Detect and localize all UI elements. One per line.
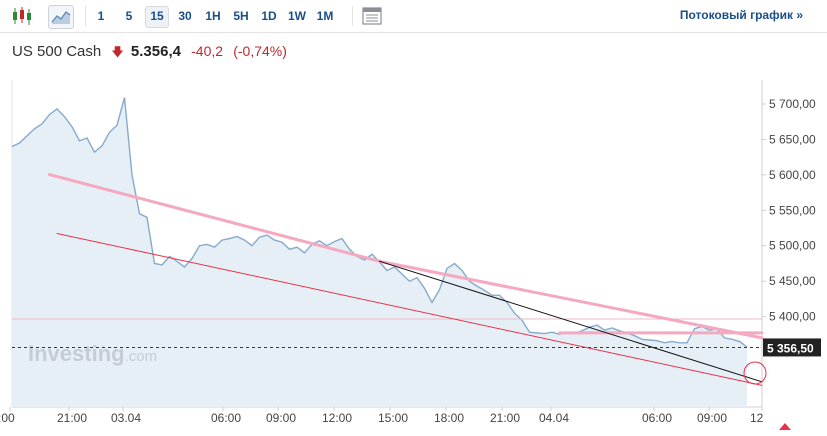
price-area-fill bbox=[12, 97, 747, 407]
x-tick-label: :00 bbox=[0, 411, 15, 425]
y-tick-label: 5 650,00 bbox=[769, 132, 816, 146]
x-tick-label: 18:00 bbox=[434, 411, 464, 425]
area-chart-icon[interactable] bbox=[48, 5, 74, 29]
y-tick-label: 5 600,00 bbox=[769, 168, 816, 182]
y-tick-label: 5 700,00 bbox=[769, 97, 816, 111]
x-tick-label: 12 bbox=[750, 411, 764, 425]
x-tick-label: 15:00 bbox=[378, 411, 408, 425]
candlestick-icon[interactable] bbox=[10, 5, 34, 27]
x-tick-label: 21:00 bbox=[57, 411, 87, 425]
price-change-percent: (-0,74%) bbox=[233, 43, 287, 59]
instrument-name: US 500 Cash bbox=[12, 43, 102, 60]
x-tick-label: 09:00 bbox=[266, 411, 296, 425]
last-price: 5.356,4 bbox=[130, 43, 181, 60]
x-tick-label: 09:00 bbox=[697, 411, 727, 425]
interval-30[interactable]: 30 bbox=[178, 9, 192, 23]
interval-1[interactable]: 1 bbox=[97, 9, 105, 23]
investing-watermark-suffix: .com bbox=[125, 348, 158, 365]
x-tick-label: 03.04 bbox=[111, 411, 141, 425]
trendline-pink-1[interactable] bbox=[378, 259, 764, 340]
y-tick-label: 5 500,00 bbox=[769, 239, 816, 253]
y-tick-label: 5 550,00 bbox=[769, 203, 816, 217]
table-icon[interactable] bbox=[360, 5, 384, 27]
x-tick-label: 06:00 bbox=[642, 411, 672, 425]
trendline-red-3[interactable] bbox=[56, 232, 763, 386]
x-tick-label: 06:00 bbox=[211, 411, 241, 425]
trendline-end-marker bbox=[779, 423, 791, 430]
price-change: -40,2 bbox=[191, 43, 224, 59]
interval-15[interactable]: 15 bbox=[145, 6, 169, 28]
x-tick-label: 12:00 bbox=[322, 411, 352, 425]
last-price-label-bg bbox=[763, 338, 821, 357]
interval-1h[interactable]: 1H bbox=[205, 9, 221, 23]
toolbar-separator bbox=[85, 6, 86, 26]
last-price-label: 5 356,50 bbox=[767, 341, 814, 355]
interval-1m[interactable]: 1M bbox=[316, 9, 334, 23]
toolbar-separator bbox=[352, 6, 353, 26]
interval-5[interactable]: 5 bbox=[125, 9, 133, 23]
y-tick-label: 5 450,00 bbox=[769, 274, 816, 288]
trendline-black-4[interactable] bbox=[379, 260, 763, 383]
price-chart[interactable]: Investing.com 5 700,00 5 650,00 5 600,00 5 … bbox=[0, 80, 827, 431]
interval-1w[interactable]: 1W bbox=[288, 9, 306, 23]
streaming-chart-link[interactable]: Потоковый график » bbox=[679, 8, 803, 22]
x-tick-label: 04.04 bbox=[539, 411, 569, 425]
y-tick-label: 5 400,00 bbox=[769, 310, 816, 324]
x-tick-label: 21:00 bbox=[490, 411, 520, 425]
chart-toolbar: 1 5 15 30 1H 5H 1D 1W 1M Потоковый графи… bbox=[0, 0, 827, 33]
price-marker-circle bbox=[743, 361, 767, 385]
price-down-arrow-icon: 🡇 bbox=[111, 45, 124, 59]
trendline-pink-0[interactable] bbox=[48, 173, 381, 263]
quote-header: US 500 Cash 🡇 5.356,4 -40,2 (-0,74%) bbox=[12, 43, 287, 63]
price-chart-svg[interactable]: Investing.com 5 700,005 650,005 600,005 … bbox=[0, 80, 827, 431]
interval-5h[interactable]: 5H bbox=[233, 9, 249, 23]
interval-1d[interactable]: 1D bbox=[261, 9, 277, 23]
